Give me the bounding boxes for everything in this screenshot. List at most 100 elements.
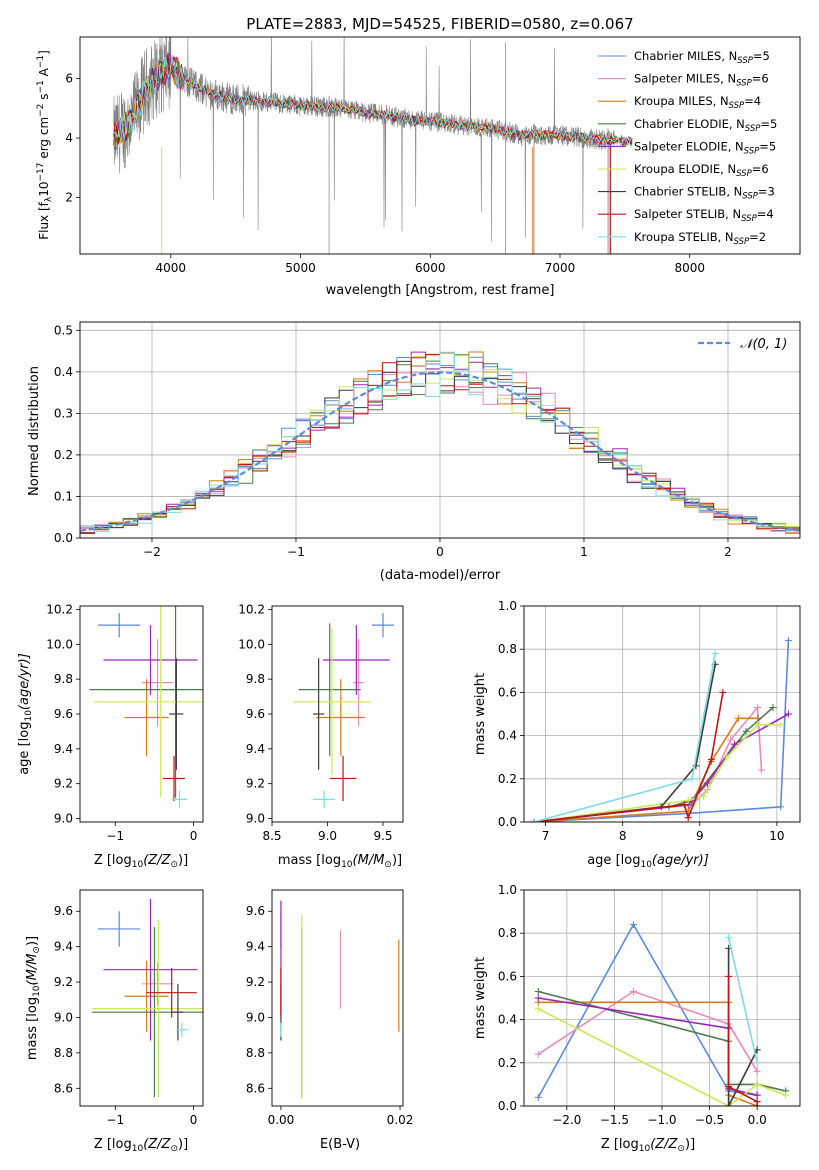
spectrum-ylabel-ten: 10 [37,182,51,197]
age_vs_mass-ytick-label: 9.4 [246,742,265,756]
mass-vs-z-ylabel-rest: (M/M [25,954,40,986]
residual-histogram [80,351,800,533]
mass_vs_Z-frame [79,889,204,1107]
weight-vs-metallicity-panel: Z [log10(Z/Z⊙)] mass weight −2.0 −1.5 −1.0… [473,883,801,1154]
legend-entry: Chabrier STELIB, NSSP=3 [634,185,775,202]
residuals-xtick-label: 1 [580,545,588,559]
age_vs_Z-xtick-label: −1 [106,829,124,843]
mass_vs_Z-ytick-label: 9.6 [54,904,73,918]
age-vs-z-ylabel-part: age [log [17,722,32,775]
spectrum-xtick-label: 5000 [285,261,316,275]
legend-n-sub: SSP [736,79,752,89]
spectrum-ytick-label: 4 [65,131,73,145]
age-vs-mass-xlabel-sun: ⊙ [384,860,392,870]
mass-weight-line [533,723,781,822]
mass_vs_Z-ytick-label: 9.4 [54,940,73,954]
age_vs_mass-ytick-label: 9.2 [246,777,265,791]
plot-area [113,37,633,254]
legend-entry: 𝒩(0, 1) [740,337,787,352]
observed-spectrum-line [113,37,615,242]
legend-model-name: Chabrier ELODIE, N [634,117,745,131]
legend-entry: Chabrier ELODIE, NSSP=5 [634,117,777,134]
spectrum-ylabel-sup4: −1 [36,55,46,68]
mass-vs-ebv-panel: E(B-V) 0.00 0.02 8.6 8.8 9.0 9.2 9.4 9.6 [246,889,413,1152]
spectrum-ylabel-a: A [37,67,51,80]
legend-model-name: Salpeter STELIB, N [634,207,741,221]
mass-vs-z-xlabel: Z [log10(Z/Z⊙)] [94,1137,188,1154]
mass-weight-line [727,937,758,1063]
legend-model-name: Chabrier STELIB, N [634,185,742,199]
age_vs_mass-ytick-label: 9.6 [246,707,265,721]
weight-vs-z-ylabel: mass weight [473,957,488,1039]
mass-weight-line [537,922,758,1098]
plot-area [293,612,395,809]
legend-model-name: Kroupa STELIB, N [634,230,734,244]
weight_vs_Z-xtick-label: −1.5 [600,1113,629,1127]
age_vs_mass-xtick-label: 9.0 [318,829,337,843]
weight-vs-age-panel: age [log10(age/yr)] mass weight 7 8 9 100.0… [473,599,801,870]
age_vs_Z-ytick-label: 9.6 [54,707,73,721]
mass-weight-line [533,692,724,822]
age_vs_mass-ytick-label: 9.8 [246,672,265,686]
mass-vs-z-ylabel-end: )] [25,936,40,946]
model-spectrum-line [113,56,633,147]
mass-vs-z-xlabel-end: )] [178,1137,188,1152]
legend-model-name: Kroupa ELODIE, N [634,162,736,176]
spectrum-ytick-label: 2 [65,191,73,205]
mass-weight-line [538,997,758,1096]
weight_vs_age-xtick-label: 9 [696,829,704,843]
spectrum-ylabel-part: Flux [f [37,201,51,239]
weight_vs_Z-ytick-label: 0.6 [498,969,517,983]
legend-n-sub: SSP [741,214,757,224]
weight_vs_age-ytick-label: 0.6 [498,685,517,699]
spectrum-title: PLATE=2883, MJD=54525, FIBERID=0580, z=0… [246,15,633,33]
weight-vs-z-xlabel-sub: 10 [639,1144,651,1154]
weight_vs_age-xtick-label: 10 [769,829,784,843]
spectrum-ylabel-sub: λ [44,196,54,202]
weight_vs_Z-xtick-label: −1.0 [647,1113,676,1127]
age-vs-mass-xlabel-sub: 10 [341,860,353,870]
mass_vs_Z-ytick-label: 8.8 [54,1046,73,1060]
age-vs-z-ylabel-rest: (age/yr)] [17,653,32,710]
age_vs_mass-ytick-label: 10.2 [238,602,265,616]
mass-weight-line [727,948,758,1106]
spectrum-xtick-label: 7000 [545,261,576,275]
mass-weight-line [533,653,716,822]
weight_vs_Z-xtick-label: −0.5 [695,1113,724,1127]
mass_vs_Z-ytick-label: 9.2 [54,975,73,989]
residuals-xtick-label: −1 [287,545,305,559]
legend-model-name: Kroupa MILES, N [634,94,729,108]
legend-n-sub: SSP [736,169,752,179]
residuals-ytick-label: 0.3 [54,406,73,420]
age_vs_mass-xtick-label: 9.5 [373,829,392,843]
normal-reference-curve [80,371,800,532]
weight_vs_Z-ytick-label: 0.8 [498,926,517,940]
mass-vs-z-xlabel-sub: 10 [132,1144,144,1154]
mass_vs_Z-ytick-label: 8.6 [54,1081,73,1095]
legend-n-sub: SSP [737,56,753,66]
age-vs-mass-xlabel-rest: (M/M [353,853,385,868]
legend-model-name: Chabrier MILES, N [634,49,737,63]
weight_vs_Z-xtick-label: −2.0 [552,1113,581,1127]
weight-vs-z-xlabel-rest: (Z/Z [650,1137,678,1152]
age_vs_mass-ytick-label: 10.0 [238,637,265,651]
age_vs_mass-xtick-label: 8.5 [262,829,281,843]
spectrum-ytick-label: 6 [65,72,73,86]
weight-vs-z-xlabel-end: )] [685,1137,695,1152]
age-vs-mass-xlabel: mass [log10(M/M⊙)] [278,853,402,870]
weight_vs_age-ytick-label: 0.8 [498,642,517,656]
weight_vs_Z-ytick-label: 0.4 [498,1013,517,1027]
mass_vs_ebv-xtick-label: 0.00 [268,1113,295,1127]
mass_vs_Z-xtick-label: 0 [190,1113,198,1127]
mass_vs_ebv-ytick-label: 9.2 [246,975,265,989]
age-vs-z-xlabel-sun: ⊙ [170,860,178,870]
weight-vs-z-xlabel-sun: ⊙ [677,1144,685,1154]
residuals-ytick-label: 0.4 [54,365,73,379]
age_vs_mass-ytick-label: 9.0 [246,812,265,826]
spectrum-xtick-label: 6000 [415,261,446,275]
legend-n-value: =5 [760,117,777,131]
mass_vs_ebv-ytick-label: 9.6 [246,904,265,918]
age-vs-mass-panel: mass [log10(M/M⊙)] 8.5 9.0 9.5 9.0 9.2 9.4 9.6… [238,602,404,870]
legend-n-value: =5 [759,139,776,153]
legend-model-name: Salpeter ELODIE, N [634,139,744,153]
